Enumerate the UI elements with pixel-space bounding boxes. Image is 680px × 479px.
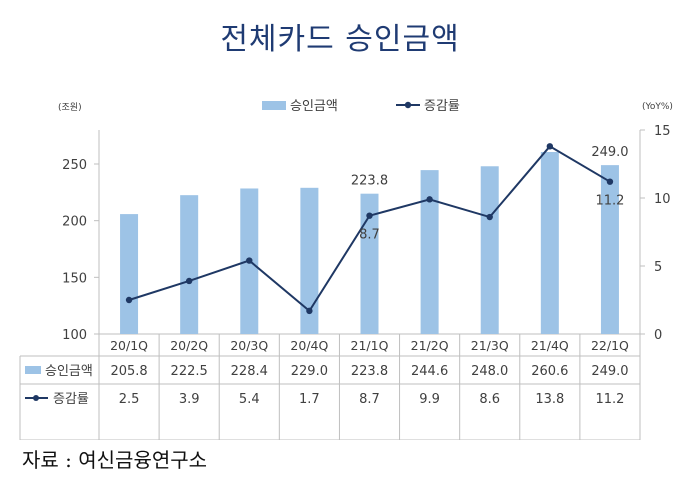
left-tick-label: 100 xyxy=(62,328,87,343)
point-21/3Q xyxy=(486,213,493,221)
x-tick-label: 21/3Q xyxy=(471,338,509,353)
point-20/4Q xyxy=(306,307,313,315)
point-21/2Q xyxy=(426,196,433,203)
legend: 승인금액 증감률 xyxy=(262,99,460,114)
legend-label: 증감률 xyxy=(424,99,460,114)
x-tick-label: 21/1Q xyxy=(351,338,389,353)
point-20/3Q xyxy=(246,257,253,264)
x-tick-label: 20/2Q xyxy=(170,338,208,353)
right-tick-label: 15 xyxy=(654,124,671,139)
bar-20/4Q xyxy=(300,187,319,334)
left-tick-label: 150 xyxy=(62,271,87,286)
table-cell-yoy: 9.9 xyxy=(419,392,440,407)
annotation-label: 249.0 xyxy=(591,145,628,160)
table-cell-amount: 248.0 xyxy=(471,364,508,379)
right-tick-label: 5 xyxy=(654,260,662,275)
table-cell-yoy: 11.2 xyxy=(595,392,624,407)
combo-chart: 100 150 200 250 0 5 10 15 (조원) (YoY%) 223.8 8.7 249… xyxy=(19,99,673,440)
right-tick-label: 0 xyxy=(654,328,662,343)
x-tick-label: 20/4Q xyxy=(290,338,328,353)
table-cell-amount: 228.4 xyxy=(231,364,268,379)
point-21/1Q xyxy=(366,212,373,219)
x-tick-label: 20/3Q xyxy=(230,338,268,353)
legend-key-marker xyxy=(404,101,412,109)
bar-22/1Q xyxy=(600,165,619,334)
table-key-bars xyxy=(25,366,41,374)
table-cell-amount: 229.0 xyxy=(291,364,328,379)
labels-layer: 223.8 8.7 249.0 11.2 xyxy=(351,145,629,243)
bar-21/1Q xyxy=(360,193,379,334)
table-cell-yoy: 13.8 xyxy=(535,392,564,407)
right-unit-label: (YoY%) xyxy=(642,102,673,112)
legend-label: 승인금액 xyxy=(290,99,338,114)
line-layer xyxy=(125,143,614,315)
x-tick-label: 20/1Q xyxy=(110,338,148,353)
source-note: 자료 : 여신금융연구소 xyxy=(22,448,208,472)
bar-21/3Q xyxy=(480,166,499,334)
table-cell-amount: 223.8 xyxy=(351,364,388,379)
table-cell-yoy: 8.7 xyxy=(359,392,380,407)
table-cell-amount: 260.6 xyxy=(531,364,568,379)
left-tick-label: 200 xyxy=(62,215,87,230)
legend-key-bars xyxy=(262,101,286,110)
table-cell-yoy: 8.6 xyxy=(479,392,500,407)
point-20/1Q xyxy=(125,296,133,304)
table-cell-amount: 249.0 xyxy=(591,364,628,379)
table-cell-amount: 222.5 xyxy=(171,364,208,379)
right-tick-label: 10 xyxy=(654,192,671,207)
table-row-header: 승인금액 xyxy=(45,364,93,379)
table-cell-yoy: 2.5 xyxy=(119,392,140,407)
table-key-marker xyxy=(33,395,39,401)
point-21/4Q xyxy=(546,143,554,150)
x-tick-label: 21/4Q xyxy=(531,338,569,353)
data-table: 20/1Q 20/2Q 20/3Q 20/4Q 21/1Q 21/2Q 21/3Q 21/4Q… xyxy=(19,334,641,440)
table-cell-yoy: 5.4 xyxy=(239,392,260,407)
x-tick-label: 22/1Q xyxy=(591,338,629,353)
point-20/2Q xyxy=(185,277,193,285)
annotation-label: 11.2 xyxy=(595,194,624,209)
table-cell-yoy: 3.9 xyxy=(179,392,200,407)
table-cell-amount: 244.6 xyxy=(411,364,448,379)
annotation-label: 8.7 xyxy=(359,228,380,243)
table-cell-yoy: 1.7 xyxy=(299,392,320,407)
table-cell-amount: 205.8 xyxy=(110,364,147,379)
bar-20/1Q xyxy=(120,214,139,334)
annotation-label: 223.8 xyxy=(351,174,388,189)
left-tick-label: 250 xyxy=(62,158,87,173)
bar-20/2Q xyxy=(180,195,199,334)
page-title: 전체카드 승인금액 xyxy=(220,22,460,57)
left-unit-label: (조원) xyxy=(58,102,82,113)
bar-21/2Q xyxy=(420,170,439,334)
point-22/1Q xyxy=(606,178,614,185)
bar-21/4Q xyxy=(540,151,559,334)
x-tick-label: 21/2Q xyxy=(411,338,449,353)
table-row-header: 증감률 xyxy=(53,392,89,407)
